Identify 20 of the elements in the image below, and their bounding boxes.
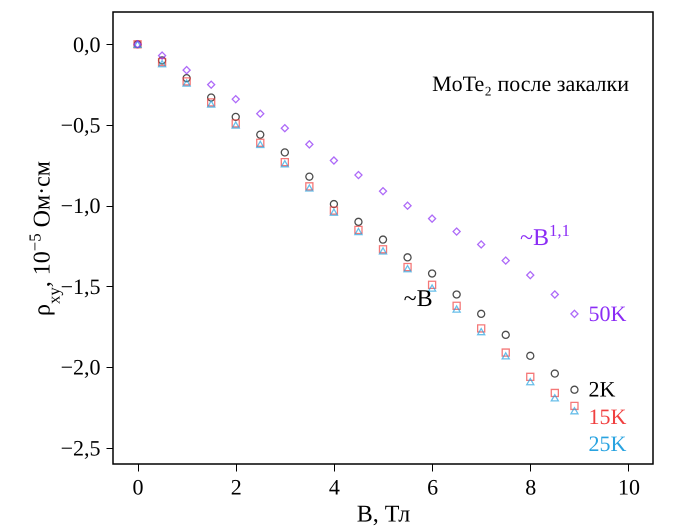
y-tick-label: −0,5 (60, 112, 100, 138)
x-axis-title: B, Тл (356, 502, 410, 528)
y-tick-label: 0,0 (73, 32, 100, 57)
series-label: 25K (588, 430, 626, 456)
x-tick-label: 10 (618, 474, 640, 500)
annotation: ~B$^{1,1}$ (520, 220, 570, 251)
annotation: MoTe₂ после закалки (432, 71, 630, 96)
y-tick-label: −1,5 (60, 274, 100, 299)
y-tick-label: −2,5 (60, 435, 100, 460)
x-tick-label: 6 (427, 474, 438, 500)
y-tick-label: −1,0 (60, 193, 100, 218)
x-tick-label: 2 (230, 474, 242, 500)
x-tick-label: 0 (132, 474, 144, 500)
series-label: 2K (588, 376, 616, 402)
series-label: 15K (588, 404, 626, 429)
series-label: 50K (588, 300, 626, 326)
y-tick-label: −2,0 (60, 354, 100, 380)
x-tick-label: 8 (525, 474, 536, 500)
annotation: ~B (404, 286, 433, 312)
x-tick-label: 4 (328, 474, 340, 500)
